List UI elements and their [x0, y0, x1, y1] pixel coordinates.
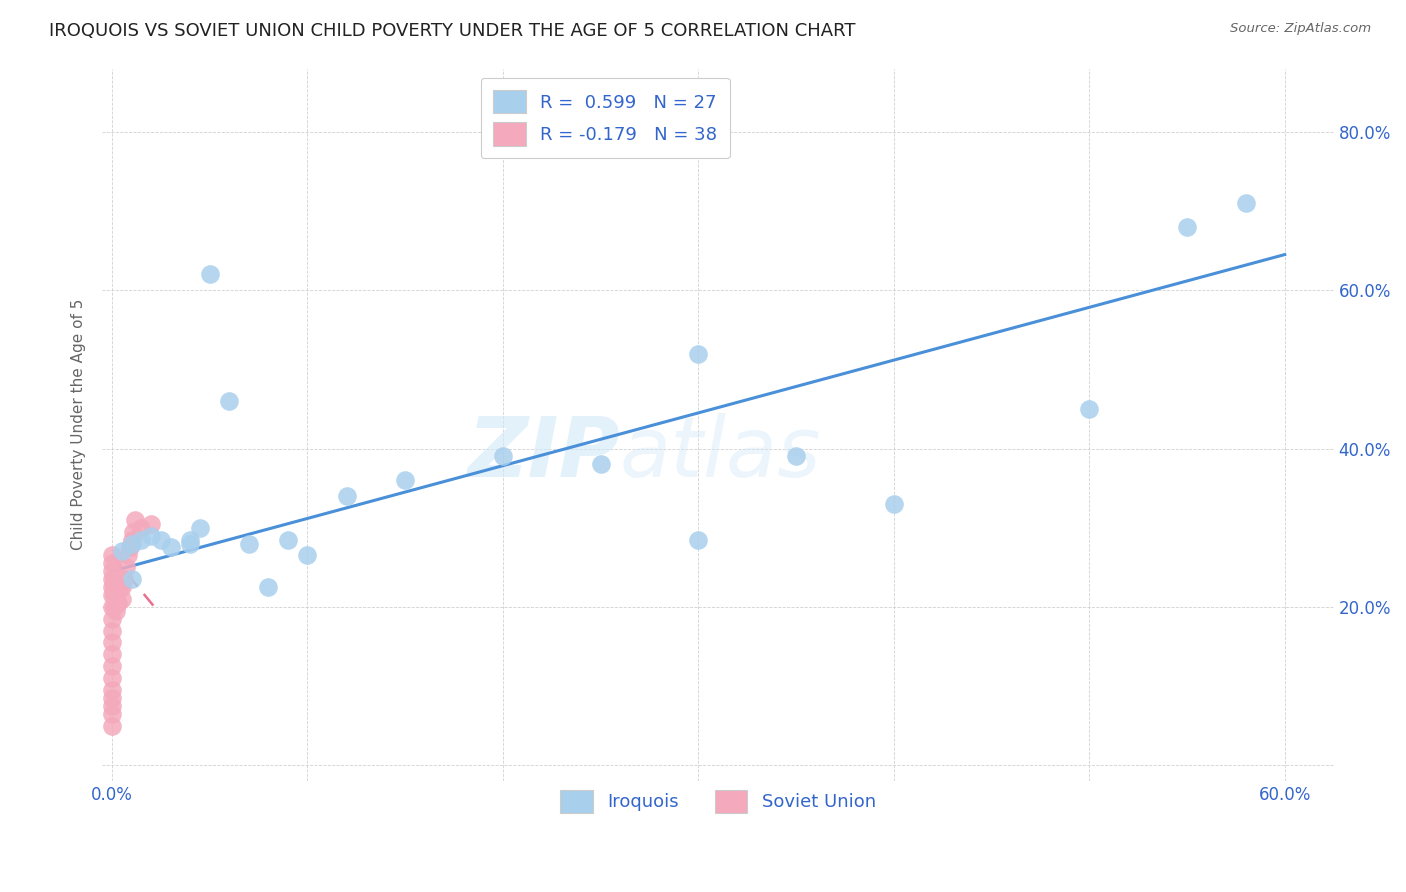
Text: IROQUOIS VS SOVIET UNION CHILD POVERTY UNDER THE AGE OF 5 CORRELATION CHART: IROQUOIS VS SOVIET UNION CHILD POVERTY U…: [49, 22, 856, 40]
Point: [107, 584, 129, 599]
Point: [111, 580, 134, 594]
Point: [883, 497, 905, 511]
Point: [101, 572, 124, 586]
Point: [103, 572, 125, 586]
Point: [101, 706, 124, 721]
Point: [188, 521, 211, 535]
Point: [101, 635, 124, 649]
Point: [101, 659, 124, 673]
Point: [492, 450, 515, 464]
Point: [101, 556, 124, 570]
Point: [218, 394, 240, 409]
Point: [101, 648, 124, 662]
Point: [117, 549, 139, 563]
Point: [139, 516, 162, 531]
Point: [149, 533, 172, 547]
Point: [108, 580, 131, 594]
Point: [101, 671, 124, 685]
Point: [589, 458, 612, 472]
Point: [103, 599, 125, 614]
Point: [111, 544, 134, 558]
Point: [121, 536, 143, 550]
Point: [101, 564, 124, 578]
Point: [112, 572, 135, 586]
Point: [111, 591, 134, 606]
Point: [688, 346, 710, 360]
Point: [688, 533, 710, 547]
Point: [104, 604, 127, 618]
Point: [101, 690, 124, 705]
Point: [785, 450, 807, 464]
Point: [198, 268, 221, 282]
Point: [124, 513, 146, 527]
Point: [1078, 401, 1101, 416]
Point: [101, 698, 124, 713]
Point: [121, 533, 143, 547]
Point: [104, 588, 127, 602]
Point: [114, 560, 136, 574]
Point: [179, 533, 201, 547]
Point: [131, 521, 153, 535]
Point: [297, 549, 319, 563]
Point: [101, 624, 124, 638]
Text: atlas: atlas: [620, 413, 821, 494]
Point: [257, 580, 280, 594]
Text: Source: ZipAtlas.com: Source: ZipAtlas.com: [1230, 22, 1371, 36]
Point: [122, 524, 145, 539]
Point: [101, 580, 124, 594]
Point: [103, 588, 125, 602]
Y-axis label: Child Poverty Under the Age of 5: Child Poverty Under the Age of 5: [72, 299, 86, 550]
Point: [1175, 219, 1198, 234]
Point: [121, 572, 143, 586]
Point: [139, 528, 162, 542]
Point: [101, 718, 124, 732]
Point: [335, 489, 357, 503]
Point: [107, 596, 129, 610]
Point: [394, 473, 416, 487]
Text: ZIP: ZIP: [467, 413, 620, 494]
Point: [159, 541, 181, 555]
Point: [101, 612, 124, 626]
Point: [277, 533, 299, 547]
Legend: Iroquois, Soviet Union: Iroquois, Soviet Union: [547, 777, 889, 825]
Point: [1234, 196, 1257, 211]
Point: [101, 549, 124, 563]
Point: [238, 536, 260, 550]
Point: [131, 533, 153, 547]
Point: [101, 599, 124, 614]
Point: [179, 536, 201, 550]
Point: [101, 588, 124, 602]
Point: [103, 580, 125, 594]
Point: [118, 541, 141, 555]
Point: [101, 682, 124, 697]
